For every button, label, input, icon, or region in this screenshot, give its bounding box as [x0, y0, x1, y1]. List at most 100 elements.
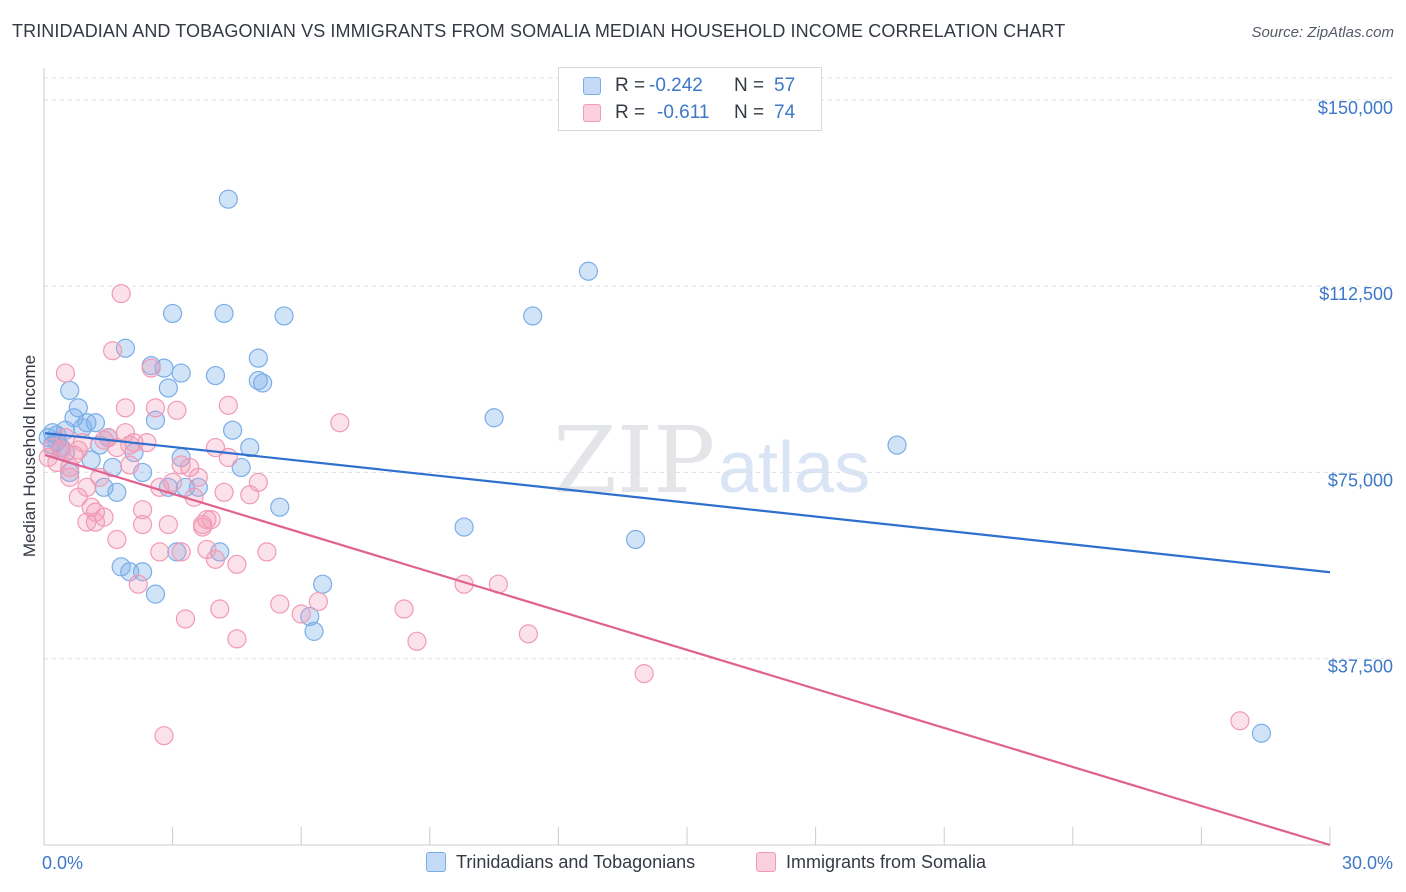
data-point: [107, 482, 127, 502]
data-point: [85, 413, 106, 433]
x-tick-label: 0.0%: [42, 853, 83, 873]
data-point: [163, 472, 183, 492]
legend-n-label: N =: [734, 102, 765, 123]
data-point: [132, 562, 153, 582]
axes: [43, 68, 1331, 846]
data-point: [257, 542, 277, 562]
data-point: [120, 455, 140, 475]
data-point: [167, 400, 187, 420]
data-point: [141, 358, 161, 378]
data-point: [201, 510, 221, 530]
bottom-legend-somalia: Immigrants from Somalia: [756, 852, 986, 873]
data-point: [158, 514, 178, 535]
legend-r-label: R =: [615, 75, 646, 96]
y-axis-label: Median Household Income: [20, 355, 39, 557]
data-points: [38, 189, 1272, 746]
y-tick-label: $37,500: [1328, 657, 1393, 677]
y-tick-label: $75,000: [1328, 470, 1393, 490]
data-point: [218, 447, 238, 468]
data-point: [274, 306, 294, 326]
data-point: [145, 584, 166, 604]
data-point: [167, 542, 187, 562]
data-point: [308, 591, 328, 612]
data-point: [171, 363, 191, 383]
data-point: [227, 554, 247, 574]
data-point: [132, 514, 153, 535]
grid-lines: [44, 77, 1394, 660]
data-point: [270, 497, 290, 517]
data-point: [55, 363, 76, 383]
data-point: [102, 341, 123, 361]
x-tick-label: 30.0%: [1342, 853, 1393, 873]
data-point: [407, 631, 427, 651]
data-point: [313, 574, 333, 594]
data-point: [578, 261, 599, 281]
trend-lines: [44, 432, 1331, 847]
data-point: [218, 189, 238, 209]
data-point: [197, 510, 217, 530]
data-point: [223, 420, 243, 440]
data-point: [291, 604, 311, 624]
data-point: [205, 549, 226, 569]
series-somalia: [38, 283, 1250, 746]
data-point: [115, 398, 136, 418]
data-point: [330, 413, 350, 433]
data-point: [253, 373, 273, 393]
y-tick-label: $150,000: [1318, 98, 1393, 118]
legend-n-value: 74: [774, 102, 796, 123]
y-tick-label: $112,500: [1319, 284, 1393, 304]
chart-title: TRINIDADIAN AND TOBAGONIAN VS IMMIGRANTS…: [12, 21, 1066, 41]
data-point: [240, 437, 260, 458]
bottom-legend-swatch-blue: [426, 852, 446, 872]
trend-line-trinidadians: [44, 432, 1331, 574]
data-point: [1230, 711, 1250, 731]
data-point: [304, 621, 324, 641]
data-point: [484, 408, 504, 428]
data-point: [218, 395, 238, 415]
data-point: [107, 529, 127, 550]
data-point: [132, 500, 153, 520]
data-point: [94, 507, 114, 527]
data-point: [625, 529, 646, 550]
data-point: [1251, 723, 1272, 743]
data-point: [145, 398, 166, 418]
data-point: [887, 435, 907, 455]
legend-n-value: 57: [774, 75, 796, 96]
bottom-legend-label: Trinidadians and Tobagonians: [456, 852, 696, 872]
data-point: [518, 624, 538, 644]
correlation-legend: R = -0.242 N = 57 R = -0.611 N = 74: [558, 67, 822, 131]
data-point: [94, 477, 114, 497]
data-point: [163, 303, 183, 324]
legend-r-value: -0.611: [657, 102, 710, 123]
data-point: [188, 477, 208, 497]
series-trinidadians: [38, 189, 1272, 743]
data-point: [175, 609, 196, 629]
data-point: [454, 517, 474, 537]
data-point: [210, 599, 230, 619]
bottom-legend-swatch-pink: [756, 852, 776, 872]
data-point: [394, 599, 414, 619]
data-point: [171, 542, 191, 562]
source-label: Source: ZipAtlas.com: [1251, 24, 1394, 41]
data-point: [158, 378, 178, 398]
data-point: [227, 629, 247, 649]
data-point: [214, 482, 234, 502]
data-point: [68, 398, 88, 418]
legend-n-label: N =: [734, 75, 765, 96]
data-point: [188, 467, 208, 487]
data-point: [111, 283, 131, 304]
legend-r-label: R =: [615, 102, 646, 123]
data-point: [214, 303, 234, 324]
data-point: [270, 594, 290, 614]
legend-swatch-pink: [583, 104, 601, 122]
watermark: ZIP atlas: [553, 407, 870, 514]
data-point: [154, 726, 174, 746]
tick-labels: $37,500 $75,000 $112,500 $150,000 0.0% 30.0%: [42, 98, 1393, 873]
data-point: [248, 472, 268, 492]
data-point: [205, 365, 226, 386]
data-point: [150, 542, 170, 562]
legend-swatch-blue: [583, 77, 601, 95]
trend-line-somalia: [44, 453, 1331, 847]
data-point: [60, 467, 80, 487]
